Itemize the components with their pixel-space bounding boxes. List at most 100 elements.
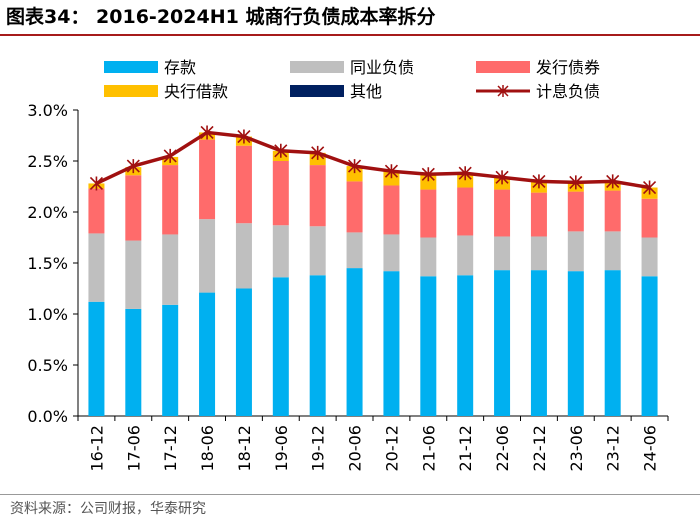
bar-segment — [88, 188, 105, 234]
line-point-marker — [347, 159, 362, 174]
legend-item: 存款 — [104, 58, 196, 77]
line-point-marker — [274, 143, 288, 158]
y-tick-label: 0.0% — [27, 407, 68, 426]
line-point-marker — [163, 148, 177, 163]
x-tick-label: 24-06 — [641, 425, 660, 472]
bar-segment — [530, 270, 547, 416]
line-point-marker — [495, 170, 509, 185]
bar-segment — [199, 292, 216, 416]
x-tick-label: 23-06 — [567, 425, 586, 472]
line-point-marker — [458, 166, 472, 181]
y-tick-label: 2.5% — [27, 152, 68, 171]
legend-swatch — [290, 61, 344, 73]
legend-item: 发行债券 — [476, 58, 600, 77]
x-tick-label: 19-06 — [272, 425, 291, 472]
bar-segment — [88, 233, 105, 302]
bar-segment — [457, 187, 474, 236]
bar-segment — [235, 223, 252, 289]
line-point-marker — [532, 174, 546, 189]
bar-segment — [272, 225, 289, 278]
bar-segment — [604, 231, 621, 271]
x-tick-label: 16-12 — [87, 425, 106, 472]
bar-segment — [567, 231, 584, 272]
source-note: 资料来源：公司财报，华泰研究 — [10, 501, 206, 517]
x-tick-label: 17-12 — [161, 425, 180, 472]
bar-segment — [530, 192, 547, 237]
legend-label: 同业负债 — [350, 58, 414, 77]
line-point-marker — [200, 125, 214, 140]
bar-segment — [125, 175, 142, 241]
legend-item: 央行借款 — [104, 82, 228, 101]
line-point-marker — [311, 145, 325, 160]
legend-label: 央行借款 — [164, 82, 228, 101]
bar-segment — [494, 270, 511, 416]
legend-label: 存款 — [164, 58, 196, 77]
legend-swatch — [104, 61, 158, 73]
bar-segment — [420, 237, 437, 277]
x-tick-label: 21-12 — [456, 425, 475, 472]
x-tick-label: 20-06 — [346, 425, 365, 472]
bar-segment — [346, 181, 363, 233]
x-tick-label: 22-12 — [530, 425, 549, 472]
bar-segment — [199, 139, 216, 220]
line-point-marker — [606, 174, 620, 189]
line-point-marker — [642, 180, 657, 195]
bar-segment — [162, 165, 179, 235]
x-tick-label: 22-06 — [493, 425, 512, 472]
bar-segment — [346, 232, 363, 269]
legend-label: 其他 — [350, 82, 382, 101]
line-point-marker — [237, 129, 251, 144]
legend-item: 其他 — [290, 82, 382, 101]
bar-segment — [604, 190, 621, 232]
bar-segment — [383, 234, 400, 272]
y-tick-label: 1.0% — [27, 305, 68, 324]
bar-segment — [457, 235, 474, 276]
bar-segment — [604, 270, 621, 416]
line-series-path — [95, 130, 650, 190]
x-tick-label: 18-12 — [235, 425, 254, 472]
legend-label: 计息负债 — [536, 82, 600, 101]
legend-swatch — [290, 85, 344, 97]
bar-segment — [567, 191, 584, 232]
y-tick-label: 2.0% — [27, 203, 68, 222]
x-tick-label: 18-06 — [198, 425, 217, 472]
bar-segment — [235, 145, 252, 224]
bar-segment — [199, 219, 216, 293]
line-point-marker — [421, 167, 435, 182]
bar-segment — [383, 185, 400, 235]
bar-segment — [346, 268, 363, 416]
legend-label: 发行债券 — [536, 58, 600, 77]
x-tick-label: 21-06 — [419, 425, 438, 472]
x-tick-label: 19-12 — [309, 425, 328, 472]
source-divider — [0, 494, 700, 495]
legend-item: 计息负债 — [476, 82, 600, 101]
bar-segment — [125, 240, 142, 309]
bar-segment — [309, 165, 326, 227]
legend-swatch — [104, 85, 158, 97]
bar-segment — [641, 237, 658, 277]
bar-segment — [530, 236, 547, 271]
bar-segment — [162, 304, 179, 416]
bar-segment — [309, 226, 326, 276]
x-tick-label: 17-06 — [124, 425, 143, 472]
bar-segment — [125, 308, 142, 416]
line-point-marker — [126, 159, 140, 174]
bar-segment — [494, 236, 511, 271]
x-tick-label: 23-12 — [604, 425, 623, 472]
bar-segment — [420, 189, 437, 238]
bar-segment — [641, 198, 658, 238]
bar-segment — [88, 301, 105, 416]
line-point-marker — [569, 175, 583, 190]
title-divider — [0, 34, 700, 36]
y-tick-label: 0.5% — [27, 356, 68, 375]
line-point-marker — [89, 176, 104, 191]
x-tick-label: 20-12 — [382, 425, 401, 472]
line-point-marker — [384, 164, 399, 179]
bar-segment — [641, 276, 658, 416]
bar-segment — [309, 275, 326, 416]
chart-container: 存款 同业负债 发行债券 央行借款 其他 计息负债 0.0% 0.5% 1.0% 1.5% 2.0%… — [0, 38, 700, 494]
legend-item: 同业负债 — [290, 58, 414, 77]
bar-segment — [272, 277, 289, 416]
bar-segment — [457, 275, 474, 416]
